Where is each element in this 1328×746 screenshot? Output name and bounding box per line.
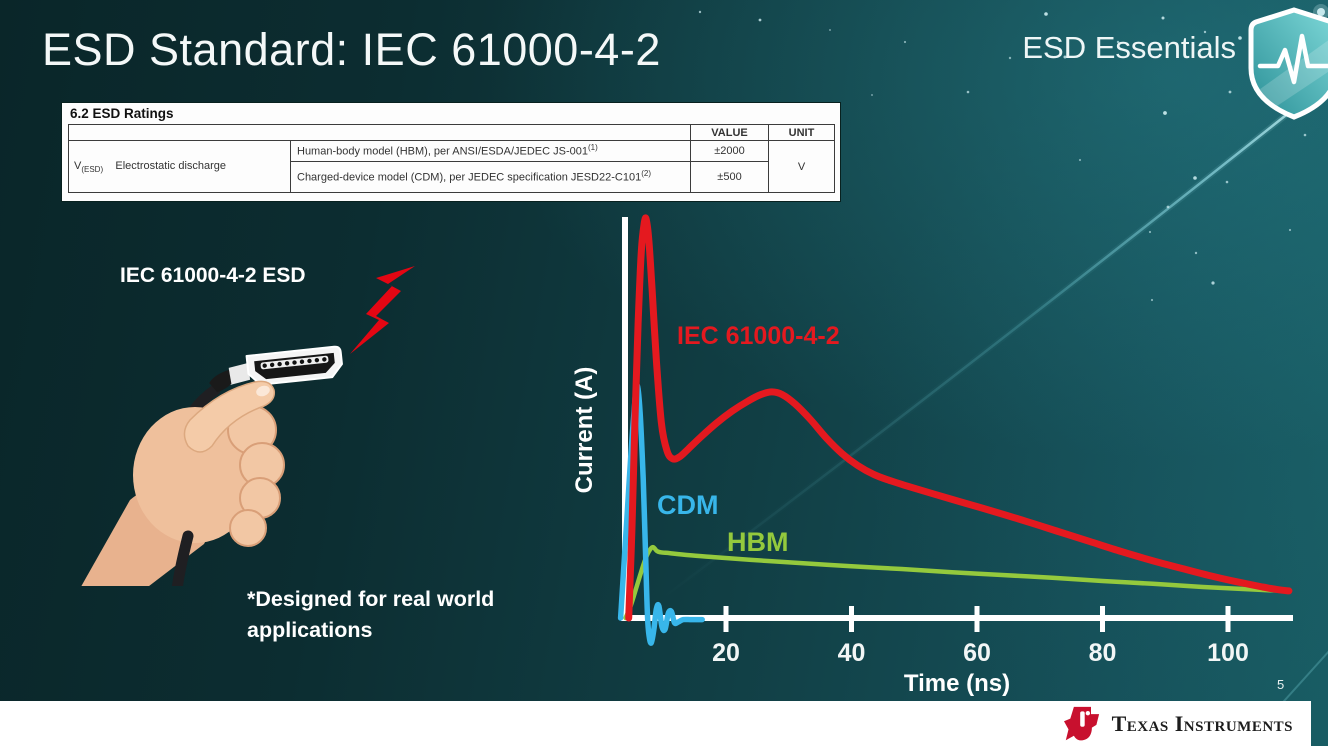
parameter-symbol: V — [74, 159, 82, 172]
table-header-blank — [68, 124, 691, 141]
svg-text:100: 100 — [1207, 639, 1249, 667]
hbm-footnote-ref: (1) — [588, 143, 598, 153]
parameter-name: Electrostatic discharge — [115, 159, 227, 172]
table-header-value: VALUE — [690, 124, 769, 141]
ti-logo-icon — [1063, 706, 1099, 740]
series-label-cdm: CDM — [657, 490, 719, 520]
hbm-value-cell: ±2000 — [690, 140, 769, 162]
table-section-title: 6.2 ESD Ratings — [70, 106, 174, 121]
svg-text:Time (ns): Time (ns) — [904, 670, 1010, 697]
parameter-symbol-subscript: (ESD) — [81, 164, 104, 174]
page-title: ESD Standard: IEC 61000-4-2 — [42, 24, 661, 75]
hand-connector-illustration — [81, 266, 415, 586]
cdm-value-cell: ±500 — [690, 161, 769, 193]
brand-title: ESD Essentials — [1022, 30, 1236, 65]
cable-lower — [171, 530, 194, 586]
hbm-description-cell: Human-body model (HBM), per ANSI/ESDA/JE… — [290, 140, 691, 162]
svg-text:80: 80 — [1089, 639, 1117, 667]
lightning-bolt-icon — [350, 266, 415, 354]
unit-cell: V — [768, 140, 835, 193]
esd-ratings-table: VALUE UNIT V(ESD) Electrostatic discharg… — [68, 124, 835, 193]
esd-ratings-panel: 6.2 ESD Ratings VALUE UNIT V(ESD) Electr… — [62, 103, 840, 201]
hdmi-connector — [209, 345, 343, 393]
series-label-hbm: HBM — [727, 527, 789, 557]
svg-text:20: 20 — [712, 639, 740, 667]
table-header-unit: UNIT — [768, 124, 835, 141]
svg-text:40: 40 — [838, 639, 866, 667]
cdm-description-cell: Charged-device model (CDM), per JEDEC sp… — [290, 161, 691, 193]
page-number: 5 — [1277, 677, 1285, 692]
parameter-cell: V(ESD) Electrostatic discharge — [68, 140, 291, 193]
cdm-footnote-ref: (2) — [641, 169, 651, 179]
ti-logo-text: Texas Instruments — [1111, 710, 1293, 736]
svg-text:60: 60 — [963, 639, 991, 667]
footnote: *Designed for real world applications — [247, 587, 495, 642]
illustration-label: IEC 61000-4-2 ESD — [120, 264, 306, 287]
footer-bar: Texas Instruments — [0, 701, 1311, 746]
esd-shield-icon — [1248, 7, 1328, 120]
series-label-iec-61000-4-2: IEC 61000-4-2 — [677, 322, 840, 350]
svg-text:Current (A): Current (A) — [571, 367, 598, 494]
